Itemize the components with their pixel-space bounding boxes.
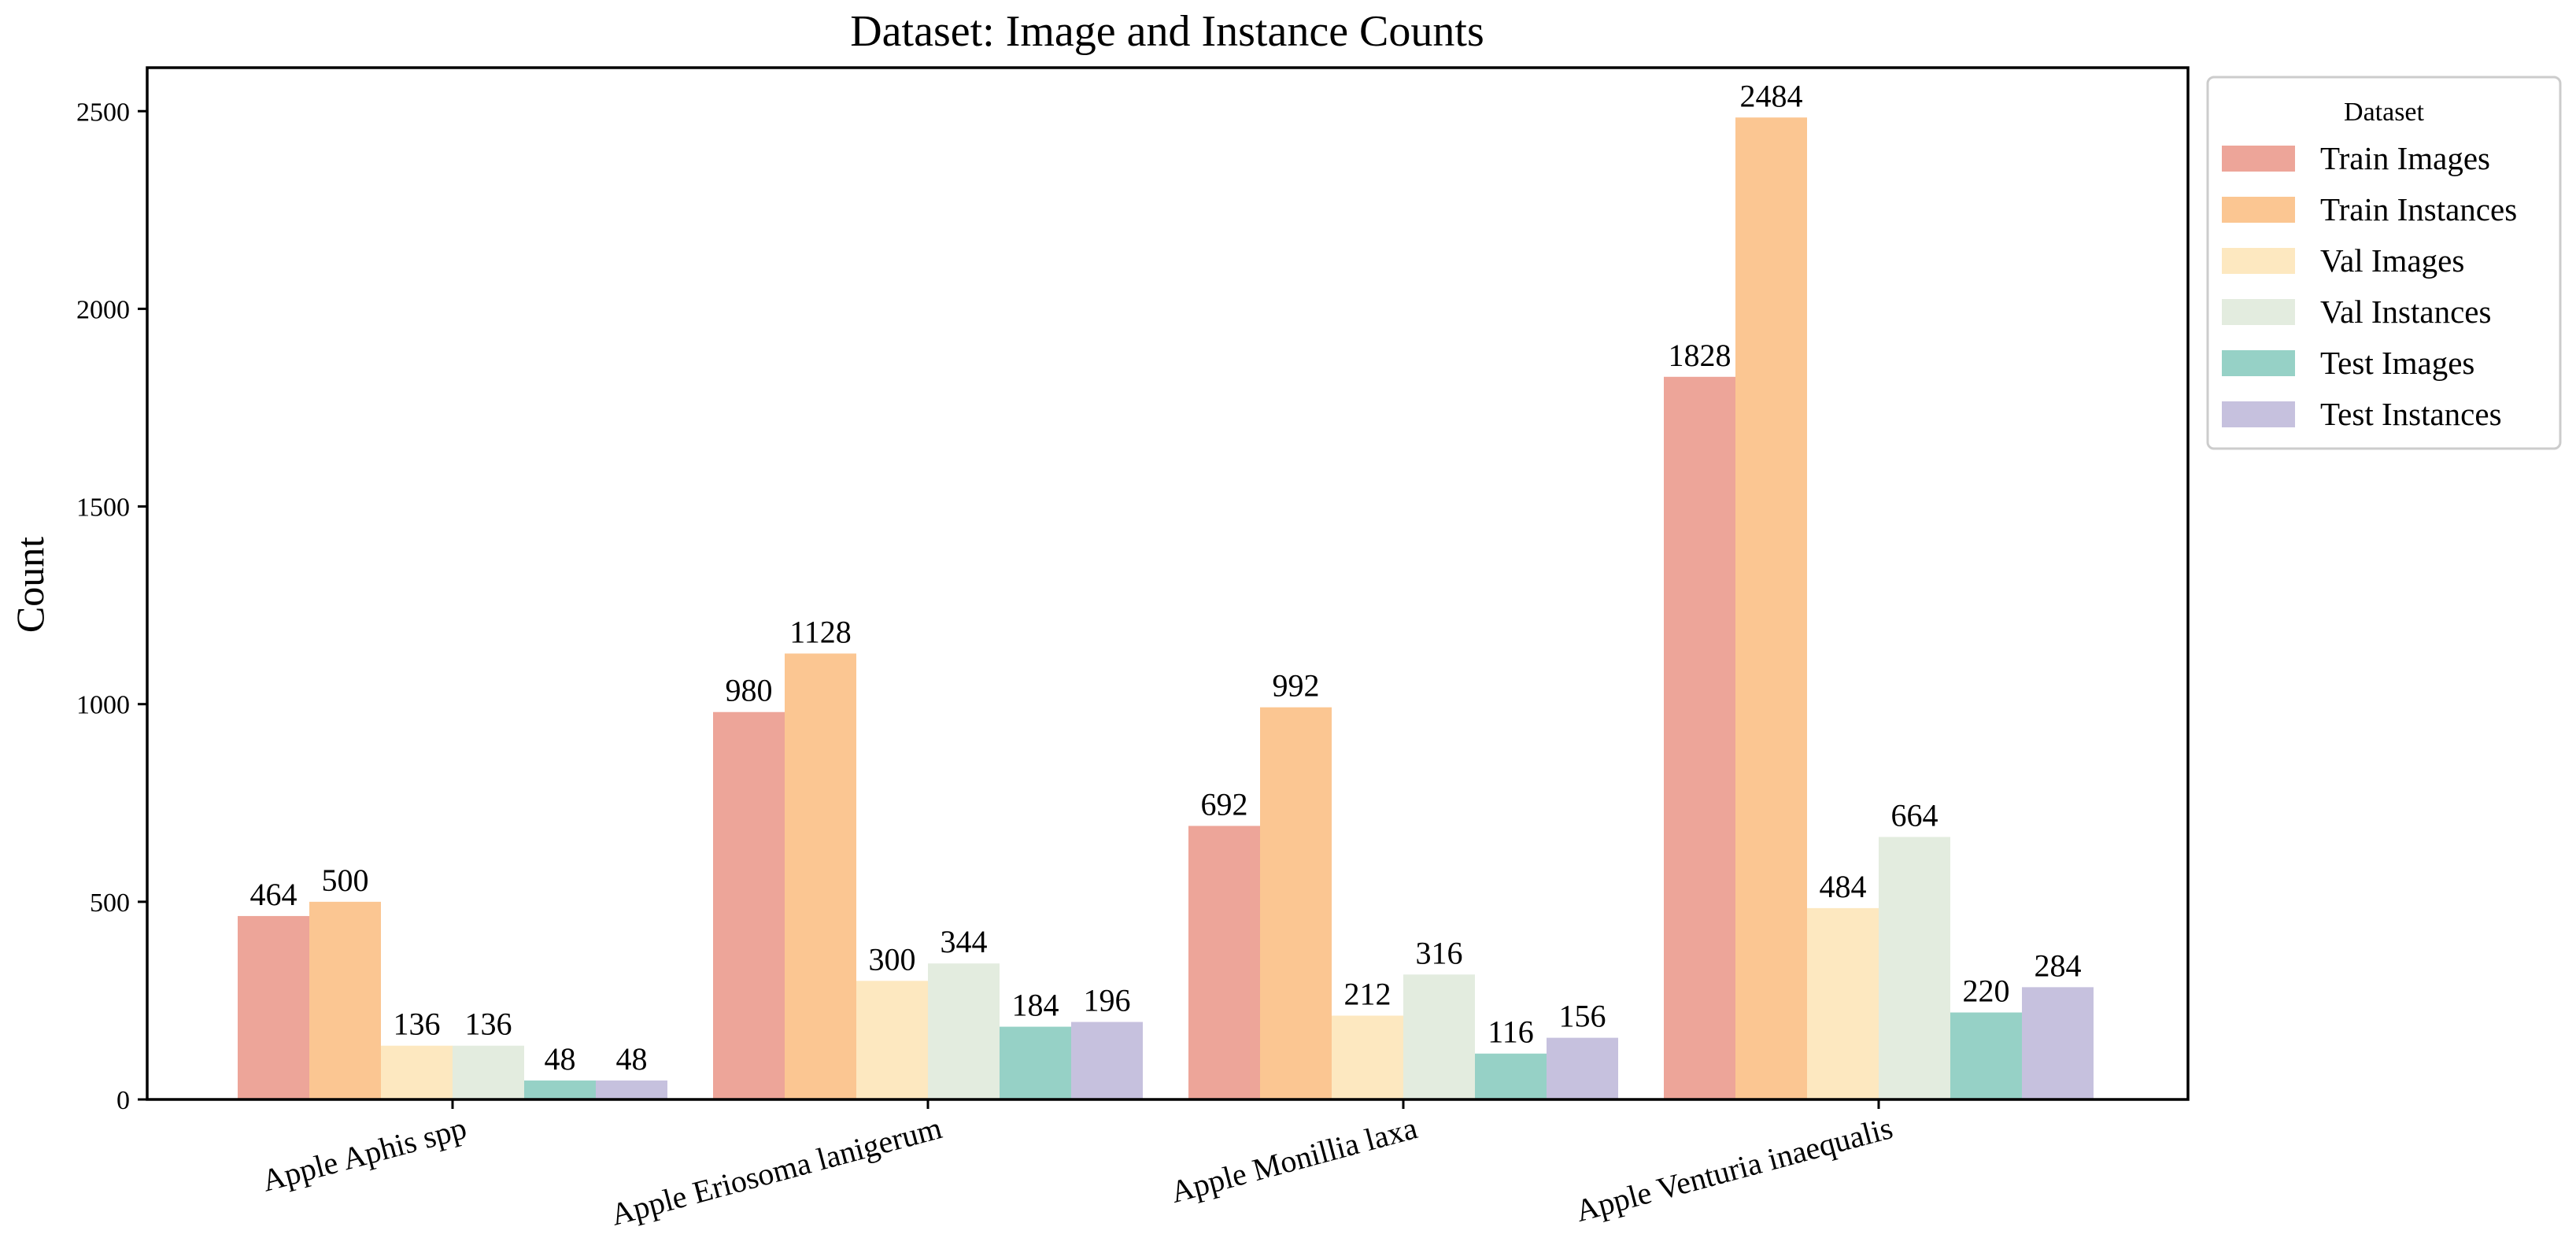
bar-test-images-2 xyxy=(1000,1026,1071,1099)
bar-test-images-3 xyxy=(1475,1053,1547,1099)
bar-val-instances-2 xyxy=(928,963,1000,1099)
legend-label: Test Instances xyxy=(2320,396,2502,432)
bar-train-images-3 xyxy=(1188,826,1260,1099)
bar-train-instances-2 xyxy=(785,653,856,1099)
data-label: 48 xyxy=(616,1041,648,1077)
bar-val-images-3 xyxy=(1332,1015,1403,1099)
x-tick-label: Apple Venturia inaequalis xyxy=(1572,1110,1896,1229)
bar-train-instances-3 xyxy=(1260,707,1332,1099)
data-label: 500 xyxy=(322,863,369,898)
legend-swatch xyxy=(2222,299,2295,325)
data-label: 184 xyxy=(1012,988,1059,1023)
bar-val-instances-4 xyxy=(1879,837,1950,1099)
x-tick-label: Apple Eriosoma lanigerum xyxy=(607,1110,945,1232)
legend: Dataset Train Images Train Instances Val I… xyxy=(2206,76,2562,450)
y-axis: 0 500 1000 1500 2000 2500 xyxy=(76,98,147,1115)
data-label: 48 xyxy=(545,1041,576,1077)
legend-title: Dataset xyxy=(2344,98,2425,127)
data-label: 196 xyxy=(1084,983,1131,1018)
y-tick-label: 0 xyxy=(116,1086,130,1115)
legend-swatch xyxy=(2222,146,2295,172)
legend-label: Val Images xyxy=(2320,242,2464,279)
bar-train-images-4 xyxy=(1664,376,1735,1099)
data-label: 992 xyxy=(1273,668,1320,704)
data-label: 284 xyxy=(2035,948,2082,983)
bar-test-instances-2 xyxy=(1071,1022,1143,1099)
y-axis-label: Count xyxy=(8,537,52,633)
bar-train-instances-4 xyxy=(1735,117,1807,1099)
data-label: 136 xyxy=(465,1007,512,1042)
bar-val-images-2 xyxy=(856,981,928,1099)
bar-train-instances-1 xyxy=(309,901,381,1099)
legend-swatch xyxy=(2222,197,2295,223)
data-label: 344 xyxy=(941,924,988,959)
y-tick-label: 1000 xyxy=(76,691,130,720)
data-label: 464 xyxy=(250,877,298,912)
y-tick-label: 2000 xyxy=(76,295,130,324)
y-tick-label: 500 xyxy=(90,889,130,918)
y-tick-label: 1500 xyxy=(76,493,130,523)
legend-label: Test Images xyxy=(2320,345,2474,381)
legend-frame xyxy=(2206,76,2562,450)
bars-group xyxy=(238,117,2094,1099)
data-label: 2484 xyxy=(1740,78,1803,113)
legend-label: Train Instances xyxy=(2320,191,2517,227)
bar-train-images-1 xyxy=(238,915,309,1099)
x-tick-label: Apple Aphis spp xyxy=(258,1110,470,1198)
legend-items: Train Images Train Instances Val Images Val… xyxy=(2222,140,2517,432)
legend-swatch xyxy=(2222,248,2295,274)
bar-test-images-4 xyxy=(1950,1012,2022,1099)
legend-label: Train Images xyxy=(2320,140,2490,176)
chart-title: Dataset: Image and Instance Counts xyxy=(850,7,1484,56)
data-label: 316 xyxy=(1416,935,1463,970)
bar-test-instances-3 xyxy=(1547,1037,1618,1099)
legend-swatch xyxy=(2222,350,2295,376)
bar-val-images-4 xyxy=(1807,907,1879,1099)
data-label: 300 xyxy=(869,941,916,977)
legend-label: Val Instances xyxy=(2320,294,2491,330)
bar-test-images-1 xyxy=(524,1080,596,1099)
data-label: 980 xyxy=(726,673,773,708)
bar-val-images-1 xyxy=(381,1045,453,1099)
data-label: 212 xyxy=(1344,977,1391,1012)
bar-val-instances-3 xyxy=(1403,974,1475,1099)
bar-train-images-2 xyxy=(713,711,785,1099)
x-axis: Apple Aphis spp Apple Eriosoma lanigerum A… xyxy=(258,1099,1896,1232)
y-tick-label: 2500 xyxy=(76,98,130,127)
data-label: 116 xyxy=(1488,1014,1534,1050)
legend-swatch xyxy=(2222,401,2295,427)
data-label: 220 xyxy=(1963,973,2010,1008)
data-label: 1128 xyxy=(789,614,852,649)
data-label: 664 xyxy=(1891,797,1938,833)
data-label: 692 xyxy=(1201,786,1248,822)
x-tick-label: Apple Monillia laxa xyxy=(1167,1110,1421,1210)
data-labels-group: 464 980 692 1828 500 1128 992 2484 136 300 212 484 1… xyxy=(250,78,2082,1077)
bar-val-instances-1 xyxy=(453,1045,524,1099)
data-label: 156 xyxy=(1559,999,1606,1034)
bar-test-instances-1 xyxy=(596,1080,667,1099)
data-label: 1828 xyxy=(1669,338,1732,373)
data-label: 136 xyxy=(394,1007,441,1042)
data-label: 484 xyxy=(1820,869,1867,904)
plot-frame xyxy=(146,66,2190,1101)
bar-test-instances-4 xyxy=(2022,987,2094,1099)
